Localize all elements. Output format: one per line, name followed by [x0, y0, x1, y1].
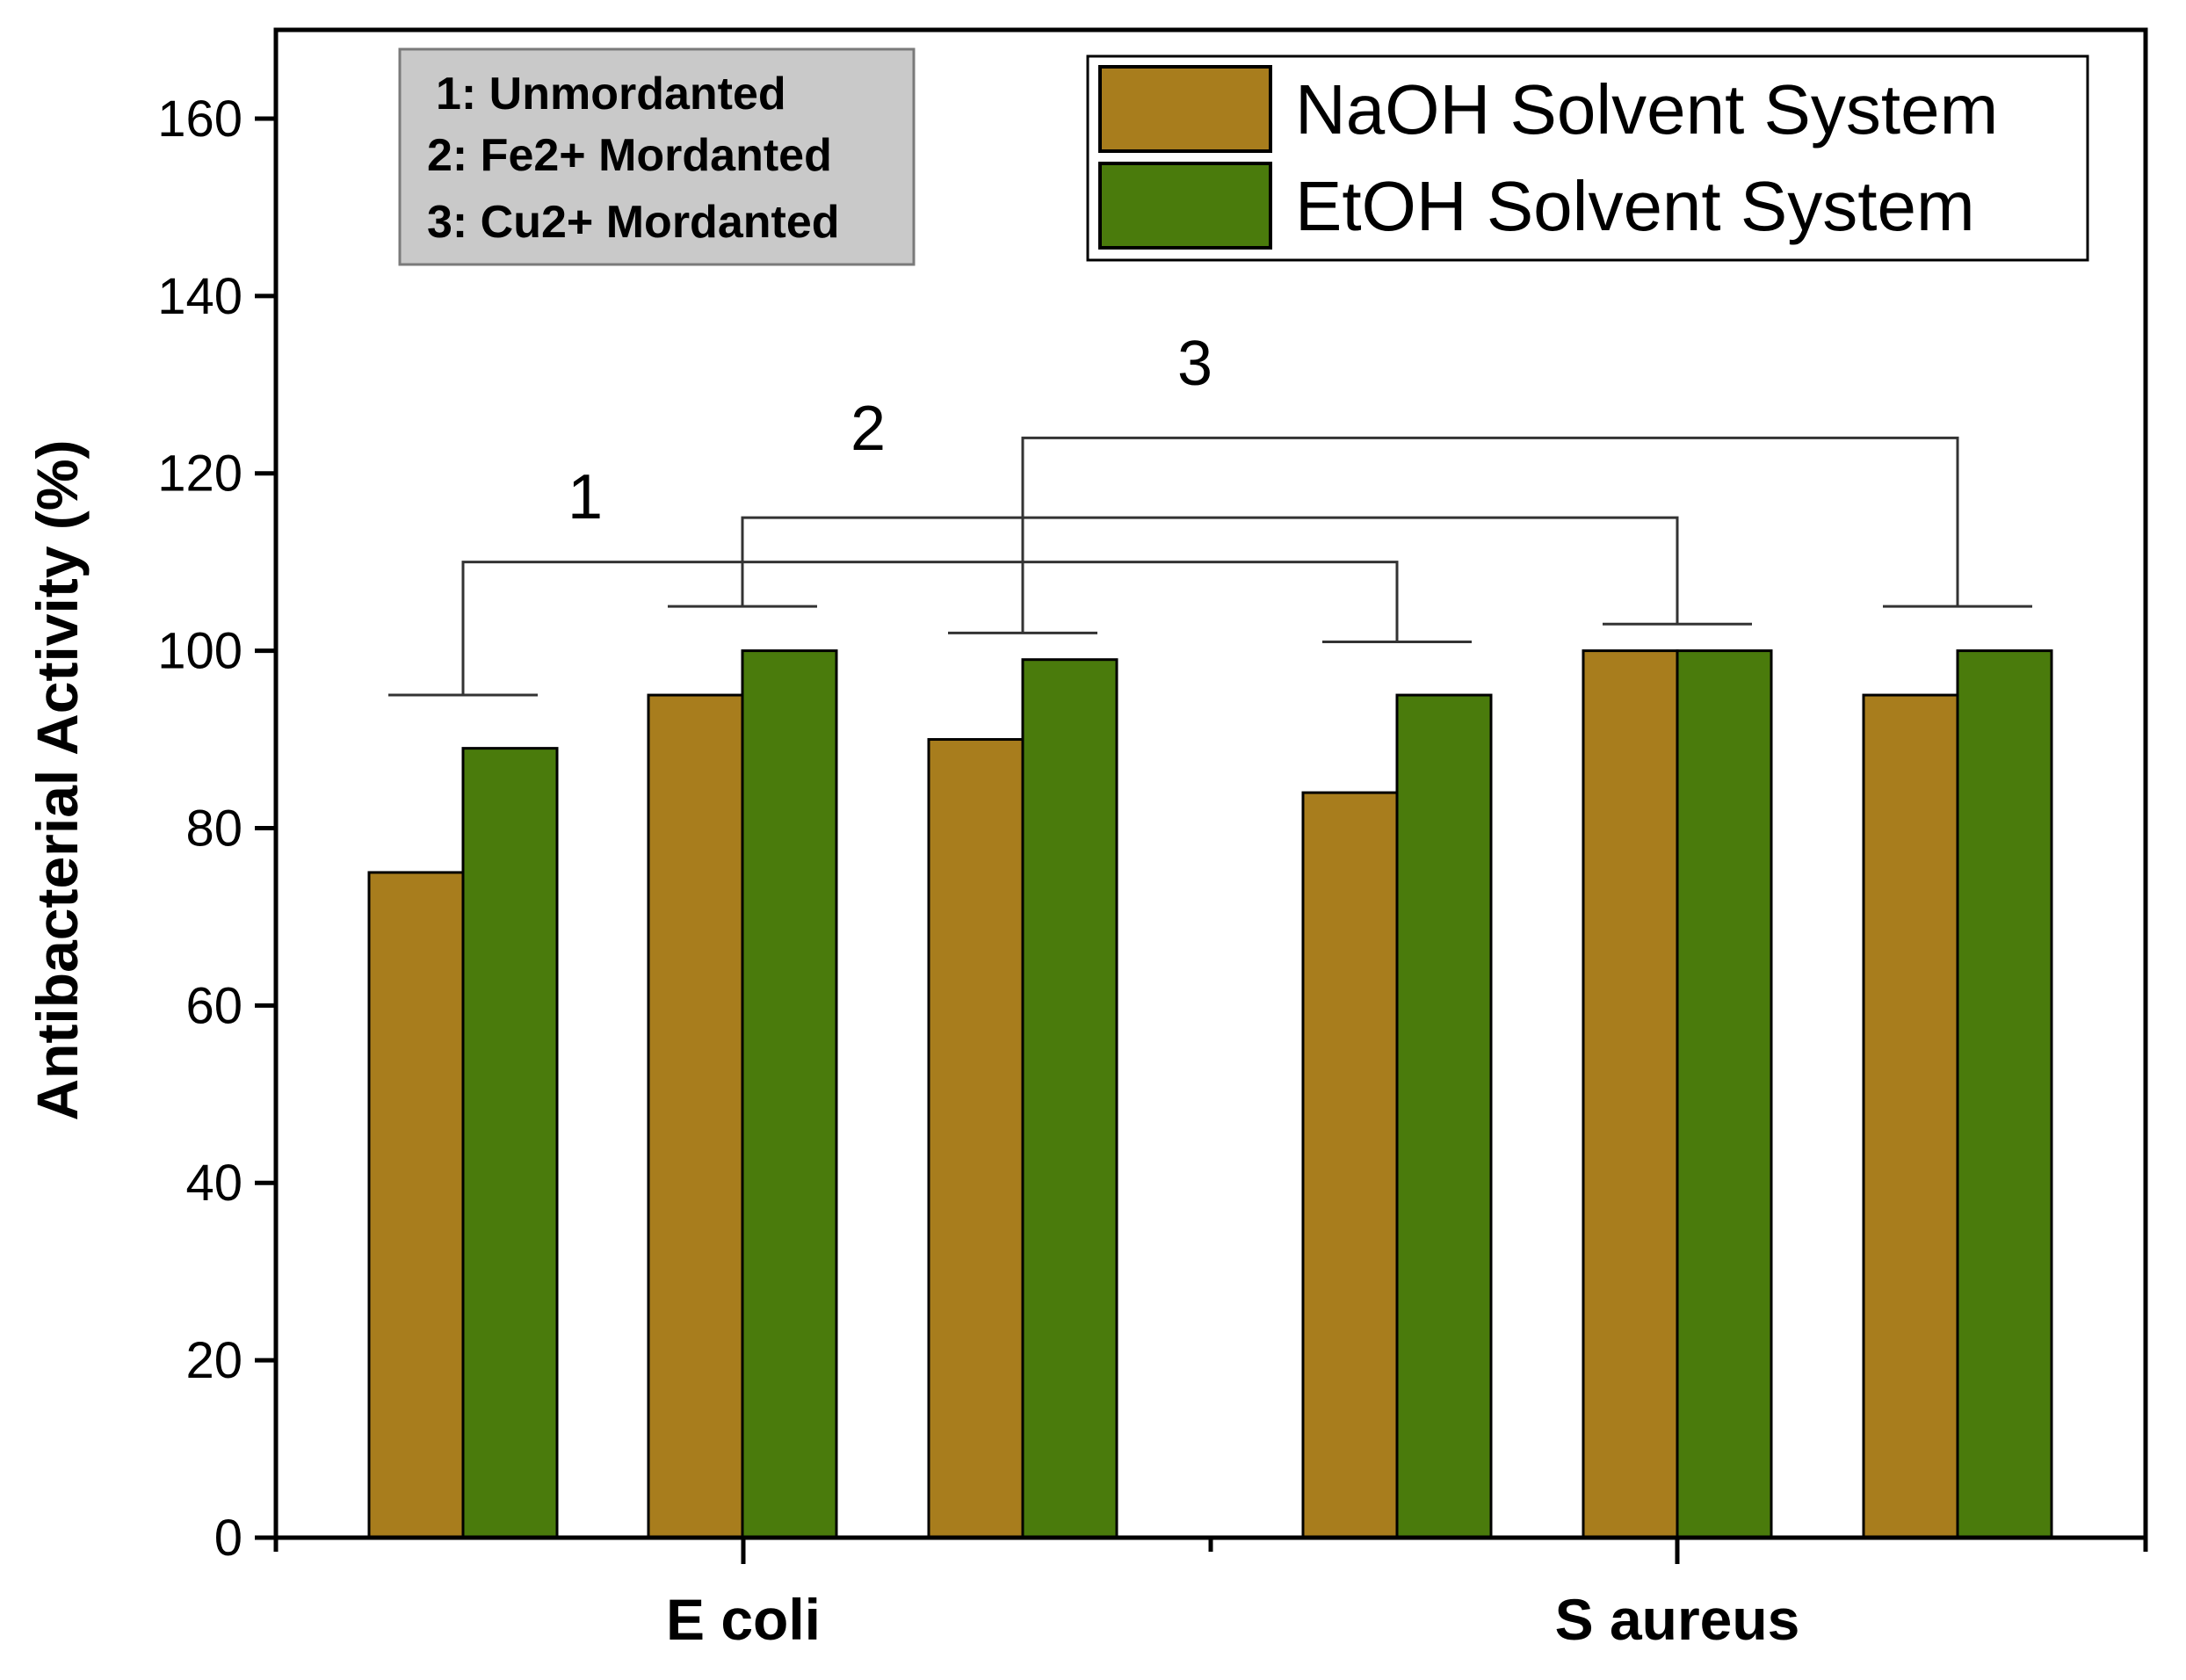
- bar-e-coli-t2-etoh: [741, 649, 838, 1539]
- legend: NaOH Solvent System EtOH Solvent System: [1086, 54, 2089, 262]
- bar-s-aureus-t2-naoh: [1582, 649, 1679, 1539]
- y-tick-label: 100: [157, 623, 242, 680]
- bracket-line: [461, 561, 1399, 696]
- bar-e-coli-t1-naoh: [367, 871, 465, 1539]
- bracket-label-3: 3: [1177, 329, 1212, 399]
- x-tick-label-s-aureus: S aureus: [1555, 1587, 1800, 1652]
- bar-s-aureus-t2-etoh: [1676, 649, 1773, 1539]
- bar-e-coli-t1-etoh: [461, 747, 559, 1539]
- y-tick-label: 40: [185, 1155, 242, 1212]
- y-tick-label: 160: [157, 91, 242, 148]
- axes: 0 20 40 60 80 100 120 140 160 E coli S aureus: [157, 91, 2148, 1652]
- bracket-label-1: 1: [568, 462, 603, 532]
- legend-label-etoh: EtOH Solvent System: [1295, 167, 1975, 245]
- bar-s-aureus-t3-etoh: [1956, 649, 2053, 1539]
- comparison-brackets: 1 2 3: [388, 329, 2032, 697]
- bracket-line: [741, 516, 1679, 625]
- bar-s-aureus-t3-naoh: [1862, 693, 1959, 1539]
- treatment-key: 1: Unmordanted 2: Fe2+ Mordanted 3: Cu2+…: [398, 47, 916, 266]
- treatment-key-box: [398, 47, 916, 266]
- y-tick-label: 0: [214, 1510, 242, 1567]
- bar-s-aureus-t1-naoh: [1301, 791, 1399, 1539]
- legend-label-naoh: NaOH Solvent System: [1295, 70, 1998, 148]
- bracket-line: [1021, 436, 1959, 634]
- treatment-key-3: 3: Cu2+ Mordanted: [427, 197, 840, 248]
- y-tick-label: 80: [185, 800, 242, 857]
- bars: [367, 649, 2053, 1539]
- y-tick-label: 120: [157, 445, 242, 503]
- legend-swatch-etoh: [1098, 162, 1272, 250]
- bracket-label-2: 2: [851, 394, 886, 464]
- x-tick-label-e-coli: E coli: [666, 1587, 821, 1652]
- bar-e-coli-t2-naoh: [647, 693, 744, 1539]
- legend-swatch-naoh: [1098, 65, 1272, 153]
- treatment-key-2: 2: Fe2+ Mordanted: [427, 130, 832, 181]
- bar-s-aureus-t1-etoh: [1395, 693, 1493, 1539]
- y-tick-label: 60: [185, 977, 242, 1034]
- bar-e-coli-t3-naoh: [927, 738, 1024, 1539]
- bar-e-coli-t3-etoh: [1021, 658, 1118, 1539]
- treatment-key-1: 1: Unmordanted: [436, 69, 786, 119]
- y-tick-label: 20: [185, 1332, 242, 1389]
- y-axis-title: Antibacterial Activity (%): [25, 439, 90, 1120]
- y-tick-label: 140: [157, 268, 242, 325]
